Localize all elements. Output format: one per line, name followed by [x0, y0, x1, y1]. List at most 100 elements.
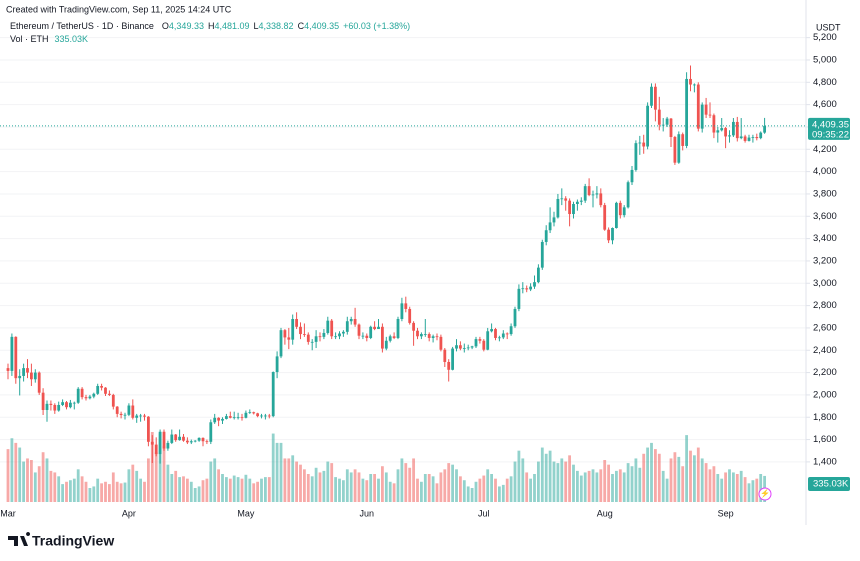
candle-body: [537, 267, 540, 283]
volume-bar: [579, 475, 583, 502]
candle-body: [139, 415, 142, 417]
candle-body: [747, 137, 751, 141]
volume-bar: [326, 461, 330, 502]
logo: TradingView: [8, 532, 114, 549]
volume-bar: [299, 464, 302, 502]
volume-title: Vol · ETH: [10, 34, 49, 44]
volume-bar: [392, 483, 396, 502]
candle-body: [423, 334, 427, 335]
volume-bar: [381, 466, 384, 502]
alert-icon[interactable]: [758, 487, 772, 501]
candle-body: [14, 336, 18, 379]
candle-body: [579, 200, 583, 202]
y-tick-label: 2,200: [813, 367, 837, 378]
logo-mark: [8, 532, 31, 546]
volume-bar: [400, 458, 404, 502]
candle-body: [646, 105, 649, 147]
volume-bar: [170, 474, 174, 502]
candle-body: [205, 441, 209, 443]
candle-body: [521, 288, 525, 290]
volume-bar: [221, 474, 224, 502]
candle-body: [318, 336, 322, 338]
volume-bar: [96, 478, 100, 502]
volume-bar: [455, 469, 458, 502]
candle-body: [361, 335, 365, 337]
candle-body: [384, 340, 388, 349]
candle-body: [486, 331, 490, 350]
volume-bar: [65, 481, 68, 502]
volume-legend: Vol · ETH 335.03K: [10, 34, 88, 44]
volume-bar: [665, 478, 669, 502]
candle-body: [447, 361, 451, 370]
last-price-label: 4,409.35: [812, 119, 849, 130]
logo-text: TradingView: [32, 533, 114, 549]
candle-body: [482, 340, 486, 350]
volume-bar: [478, 478, 482, 502]
candle-body: [603, 205, 607, 230]
candle-body: [474, 339, 478, 347]
volume-bar: [127, 469, 131, 502]
volume-bar: [642, 453, 646, 502]
volume-bar: [201, 480, 205, 502]
y-tick-label: 1,800: [813, 412, 837, 423]
candle-body: [236, 417, 240, 419]
volume-bar: [423, 474, 427, 502]
candle-body: [455, 345, 458, 349]
volume-bar: [10, 438, 14, 502]
volume-bar: [517, 450, 521, 502]
volume-bar: [193, 488, 197, 502]
candle-body: [665, 118, 669, 125]
candle-body: [599, 193, 603, 206]
volume-bar: [365, 480, 369, 502]
candle-body: [213, 417, 217, 423]
candle-body: [466, 347, 470, 349]
volume-bar: [501, 484, 505, 502]
candle-body: [560, 198, 564, 200]
volume-bar: [353, 469, 357, 502]
candle-body: [174, 434, 178, 441]
candle-body: [525, 288, 529, 290]
candle-body: [396, 318, 400, 338]
volume-bar: [334, 477, 337, 502]
candle-body: [763, 125, 766, 133]
symbol-legend: Ethereum / TetherUS · 1D · Binance O4,349…: [10, 21, 410, 31]
x-tick-label: Mar: [0, 508, 16, 518]
volume-bar: [295, 461, 298, 502]
volume-bar: [318, 472, 322, 502]
volume-bar: [166, 464, 170, 502]
volume-bar: [104, 481, 107, 502]
candle-body: [365, 335, 369, 338]
candle-body: [271, 372, 275, 417]
candle-body: [232, 417, 236, 419]
candle-body: [689, 78, 692, 85]
candle-body: [611, 228, 614, 241]
candle-body: [252, 412, 256, 414]
candle-body: [591, 194, 595, 196]
y-tick-label: 4,600: [813, 99, 837, 110]
volume-bar: [123, 482, 127, 502]
volume-bar: [462, 480, 466, 502]
candle-body: [84, 397, 88, 399]
volume-bar: [435, 483, 439, 502]
candle-body: [420, 334, 423, 337]
volume-bar: [420, 481, 423, 502]
volume-bar: [537, 461, 540, 502]
volume-bar: [217, 469, 220, 502]
volume-bar: [119, 483, 123, 502]
volume-bar: [689, 450, 692, 502]
volume-bar: [182, 476, 185, 502]
volume-bar: [345, 469, 349, 502]
candle-body: [244, 412, 248, 418]
candle-body: [431, 336, 435, 338]
volume-bar: [275, 442, 279, 502]
alert-icon-glyph[interactable]: ⚡: [760, 488, 770, 498]
candle-body: [338, 333, 341, 337]
volume-bar: [716, 474, 720, 502]
volume-bar: [279, 442, 283, 502]
volume-tag: [808, 477, 850, 491]
volume-bar: [626, 463, 630, 502]
candle-body: [127, 405, 131, 415]
volume-bar: [513, 461, 517, 502]
volume-bar: [466, 486, 470, 502]
volume-bar: [560, 458, 564, 502]
